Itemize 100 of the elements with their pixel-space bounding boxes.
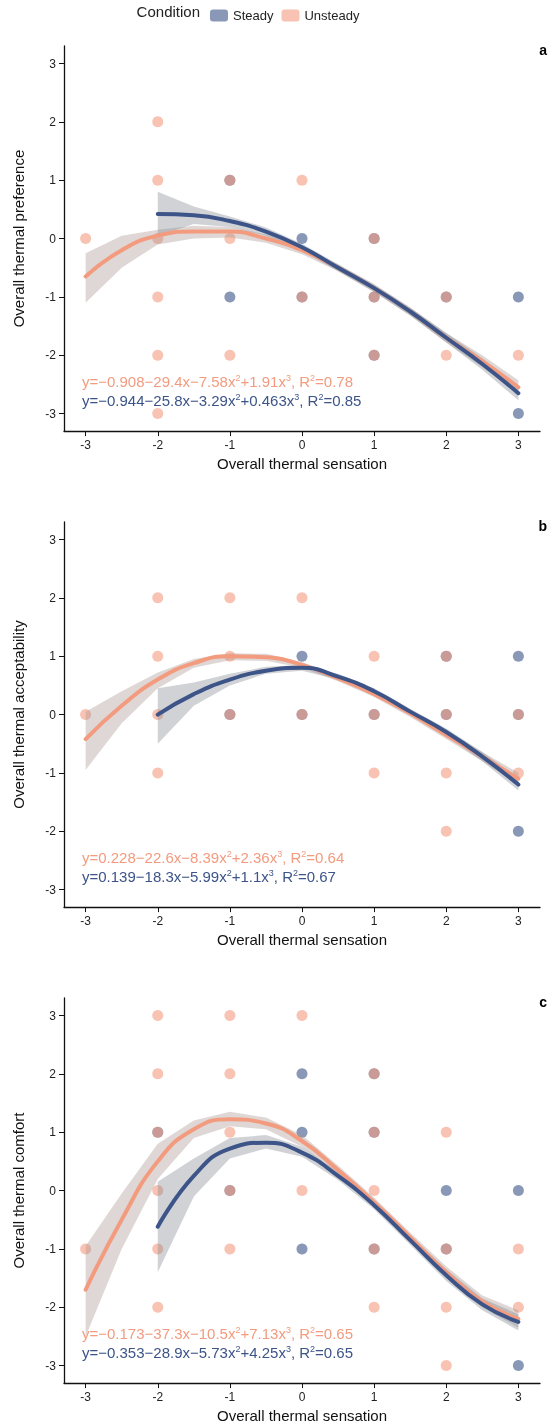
- y-axis-title: Overall thermal preference: [10, 149, 27, 328]
- point: [512, 349, 524, 361]
- x-tick-label: 3: [515, 438, 523, 453]
- y-axis-title: Overall thermal acceptability: [10, 619, 27, 809]
- point: [512, 291, 524, 303]
- point: [440, 349, 452, 361]
- legend-title: Condition: [136, 3, 201, 20]
- point: [296, 1185, 308, 1197]
- chart-title: b: [538, 518, 548, 534]
- point: [512, 1243, 524, 1255]
- y-tick-label: 0: [49, 231, 57, 246]
- y-tick-label: 1: [49, 649, 57, 664]
- y-tick-label: -3: [45, 882, 57, 897]
- point: [152, 116, 164, 128]
- point: [296, 1010, 308, 1021]
- x-axis-title: Overall thermal sensation: [216, 1407, 388, 1424]
- x-tick-label: -1: [224, 1390, 236, 1405]
- point: [440, 825, 452, 837]
- y-tick-label: -2: [45, 824, 57, 839]
- x-tick-label: 0: [298, 1390, 306, 1405]
- point: [152, 1068, 164, 1080]
- point: [296, 1243, 308, 1255]
- point: [80, 233, 92, 245]
- point: [224, 592, 236, 604]
- x-tick-label: 1: [370, 914, 378, 929]
- point: [152, 291, 164, 303]
- point: [368, 1185, 380, 1197]
- point: [152, 349, 164, 361]
- y-tick-label: -3: [45, 1358, 57, 1373]
- x-tick-label: -3: [80, 438, 92, 453]
- y-tick-label: -1: [45, 289, 57, 304]
- point: [152, 174, 164, 186]
- x-tick-label: 1: [370, 1390, 378, 1405]
- x-tick-label: 0: [298, 438, 306, 453]
- point: [440, 1126, 452, 1138]
- point: [368, 1301, 380, 1313]
- y-tick-label: 3: [49, 1008, 57, 1023]
- x-tick-label: -2: [152, 1390, 164, 1405]
- y-tick-label: -1: [45, 765, 57, 780]
- x-tick-label: -1: [224, 438, 236, 453]
- point: [152, 650, 164, 662]
- point: [440, 1360, 452, 1372]
- point: [512, 1360, 524, 1372]
- x-axis-title: Overall thermal sensation: [216, 931, 388, 948]
- x-tick-label: -2: [152, 914, 164, 929]
- x-tick-label: -1: [224, 914, 236, 929]
- x-tick-label: 2: [442, 914, 450, 929]
- x-tick-label: -3: [80, 1390, 92, 1405]
- point: [224, 1243, 236, 1255]
- point: [296, 592, 308, 604]
- y-tick-label: 3: [49, 532, 57, 547]
- chart-title: c: [539, 994, 548, 1010]
- point: [152, 592, 164, 604]
- y-tick-label: 1: [49, 173, 57, 188]
- x-tick-label: 2: [442, 1390, 450, 1405]
- point: [296, 1068, 308, 1080]
- point: [152, 1010, 164, 1021]
- point: [152, 1301, 164, 1313]
- point: [368, 650, 380, 662]
- point: [368, 767, 380, 779]
- y-tick-label: 0: [49, 707, 57, 722]
- point: [512, 825, 524, 837]
- point: [512, 650, 524, 662]
- point: [152, 408, 164, 420]
- x-tick-label: 2: [442, 438, 450, 453]
- x-tick-label: 0: [298, 914, 306, 929]
- y-tick-label: -1: [45, 1241, 57, 1256]
- point: [512, 1185, 524, 1197]
- y-tick-label: -2: [45, 348, 57, 363]
- x-tick-label: -3: [80, 914, 92, 929]
- y-tick-label: 3: [49, 56, 57, 71]
- point: [224, 1126, 236, 1138]
- y-tick-label: -3: [45, 406, 57, 421]
- point: [224, 1068, 236, 1080]
- y-tick-label: 1: [49, 1125, 57, 1140]
- point: [440, 1185, 452, 1197]
- y-tick-label: -2: [45, 1300, 57, 1315]
- point: [224, 1010, 236, 1021]
- point: [296, 650, 308, 662]
- point: [296, 233, 308, 245]
- chart-title: a: [539, 42, 548, 58]
- x-tick-label: 3: [515, 1390, 523, 1405]
- point: [440, 767, 452, 779]
- y-tick-label: 2: [49, 590, 57, 605]
- point: [224, 349, 236, 361]
- y-tick-label: 0: [49, 1183, 57, 1198]
- x-axis-title: Overall thermal sensation: [216, 455, 388, 472]
- point: [152, 767, 164, 779]
- x-tick-label: 3: [515, 914, 523, 929]
- point: [296, 174, 308, 186]
- legend-label: Unsteady: [304, 8, 360, 23]
- x-tick-label: 1: [370, 438, 378, 453]
- y-axis-title: Overall thermal comfort: [10, 1111, 27, 1269]
- point: [512, 408, 524, 420]
- point: [224, 291, 236, 303]
- legend-label: Steady: [233, 8, 274, 23]
- y-tick-label: 2: [49, 114, 57, 129]
- y-tick-label: 2: [49, 1066, 57, 1081]
- x-tick-label: -2: [152, 438, 164, 453]
- point: [440, 1301, 452, 1313]
